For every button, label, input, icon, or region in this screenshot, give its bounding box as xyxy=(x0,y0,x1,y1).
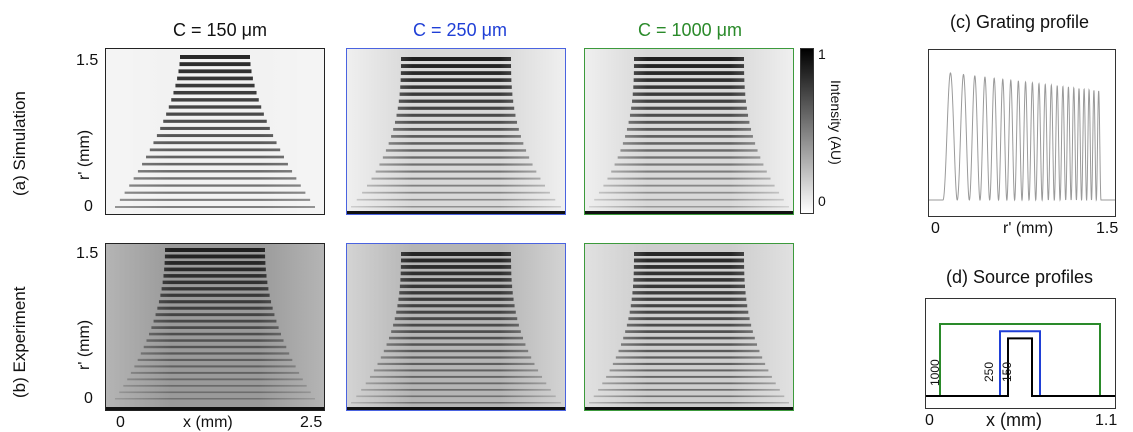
y-tick-top-a: 1.5 xyxy=(76,52,99,69)
source-label-250: 250 xyxy=(982,361,996,382)
panel-d-xlabel: x (mm) xyxy=(986,410,1042,430)
panel-exp-250 xyxy=(346,243,566,411)
panel-d-tick-right: 1.1 xyxy=(1095,412,1118,429)
colorbar-label: Intensity (AU) xyxy=(828,80,844,165)
colorbar xyxy=(800,48,814,214)
panel-sim-1000 xyxy=(584,48,794,215)
panel-d-title: (d) Source profiles xyxy=(946,267,1094,287)
y-tick-top-b: 1.5 xyxy=(76,245,99,262)
colorbar-tick-min: 0 xyxy=(818,193,826,209)
panel-c-tick-left: 0 xyxy=(931,220,940,237)
panel-exp-1000 xyxy=(584,243,794,411)
column-title-250: C = 250 μm xyxy=(413,20,507,40)
panel-d-tick-left: 0 xyxy=(925,412,934,429)
x-tick-left: 0 xyxy=(116,414,125,431)
panel-c-title: (c) Grating profile xyxy=(950,12,1090,32)
source-label-1000: 1000 xyxy=(928,359,942,386)
column-title-1000: C = 1000 μm xyxy=(638,20,742,40)
source-label-150: 150 xyxy=(1000,361,1014,382)
colorbar-tick-max: 1 xyxy=(818,46,826,62)
y-axis-label-b: r' (mm) xyxy=(76,319,93,370)
row-label-experiment: (b) Experiment xyxy=(10,286,29,398)
x-tick-right: 2.5 xyxy=(300,414,323,431)
source-profile-150 xyxy=(926,337,1115,397)
panel-c-tick-right: 1.5 xyxy=(1096,220,1119,237)
source-profile-250 xyxy=(926,330,1115,397)
grating-profile-line xyxy=(929,72,1115,202)
column-title-150: C = 150 μm xyxy=(173,20,267,40)
panel-sim-150 xyxy=(105,48,325,215)
row-label-simulation: (a) Simulation xyxy=(10,91,29,196)
panel-c-xlabel: r' (mm) xyxy=(1003,220,1054,237)
y-axis-label-a: r' (mm) xyxy=(76,129,93,180)
source-profile-1000 xyxy=(926,323,1115,397)
x-axis-label: x (mm) xyxy=(183,414,233,431)
panel-c-plot xyxy=(928,49,1116,217)
y-tick-bottom-b: 0 xyxy=(84,390,93,407)
panel-exp-150 xyxy=(105,243,325,411)
panel-d-plot xyxy=(925,298,1116,409)
y-tick-bottom-a: 0 xyxy=(84,198,93,215)
panel-sim-250 xyxy=(346,48,566,215)
